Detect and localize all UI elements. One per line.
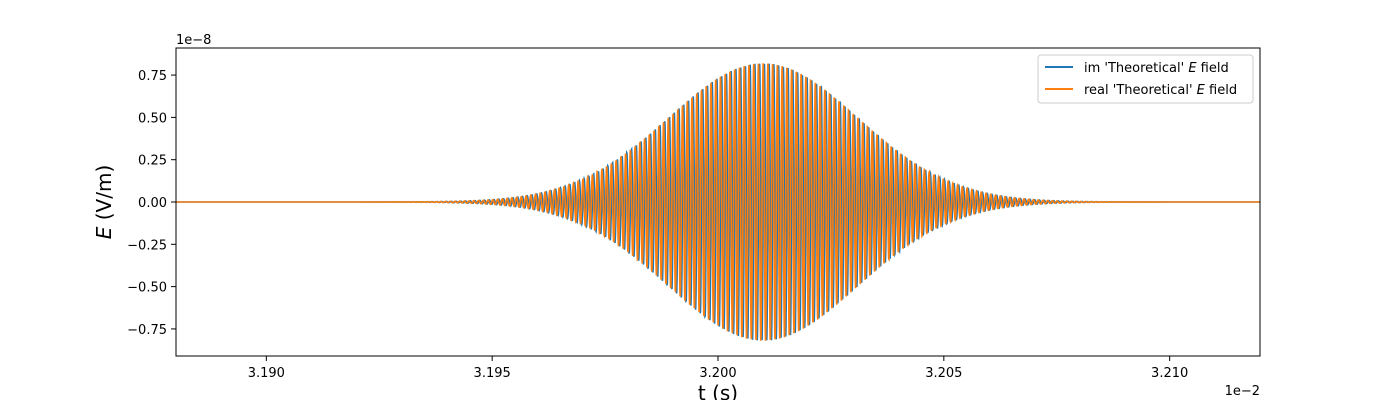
y-tick-label: 0.25 [138, 154, 167, 169]
y-tick-label: −0.50 [127, 281, 167, 296]
series-layer [176, 63, 1260, 341]
x-tick-label: 3.210 [1151, 366, 1188, 381]
y-tick-label: 0.75 [138, 69, 167, 84]
x-tick-label: 3.190 [248, 366, 285, 381]
y-tick-label: 0.50 [138, 111, 167, 126]
legend: im 'Theoretical' E field real 'Theoretic… [1037, 54, 1254, 104]
y-axis-ticks: −0.75 −0.50 −0.25 0.00 0.25 0.50 0.75 [127, 69, 176, 338]
x-tick-label: 3.195 [474, 366, 511, 381]
x-tick-label: 3.205 [925, 366, 962, 381]
series-line-real [176, 63, 1260, 341]
x-tick-label: 3.200 [699, 366, 736, 381]
legend-label-im: im 'Theoretical' E field [1084, 61, 1229, 76]
y-tick-label: −0.25 [127, 238, 167, 253]
y-tick-label: 0.00 [138, 196, 167, 211]
x-offset-label: 1e−2 [1225, 384, 1260, 399]
x-axis-label: t (s) [698, 381, 738, 400]
y-tick-label: −0.75 [127, 323, 167, 338]
legend-label-real: real 'Theoretical' E field [1084, 83, 1237, 98]
legend-box [1037, 54, 1254, 104]
x-axis-ticks: 3.190 3.195 3.200 3.205 3.210 [248, 356, 1188, 381]
y-axis-label: E (V/m) [92, 165, 116, 240]
y-offset-label: 1e−8 [176, 33, 211, 48]
